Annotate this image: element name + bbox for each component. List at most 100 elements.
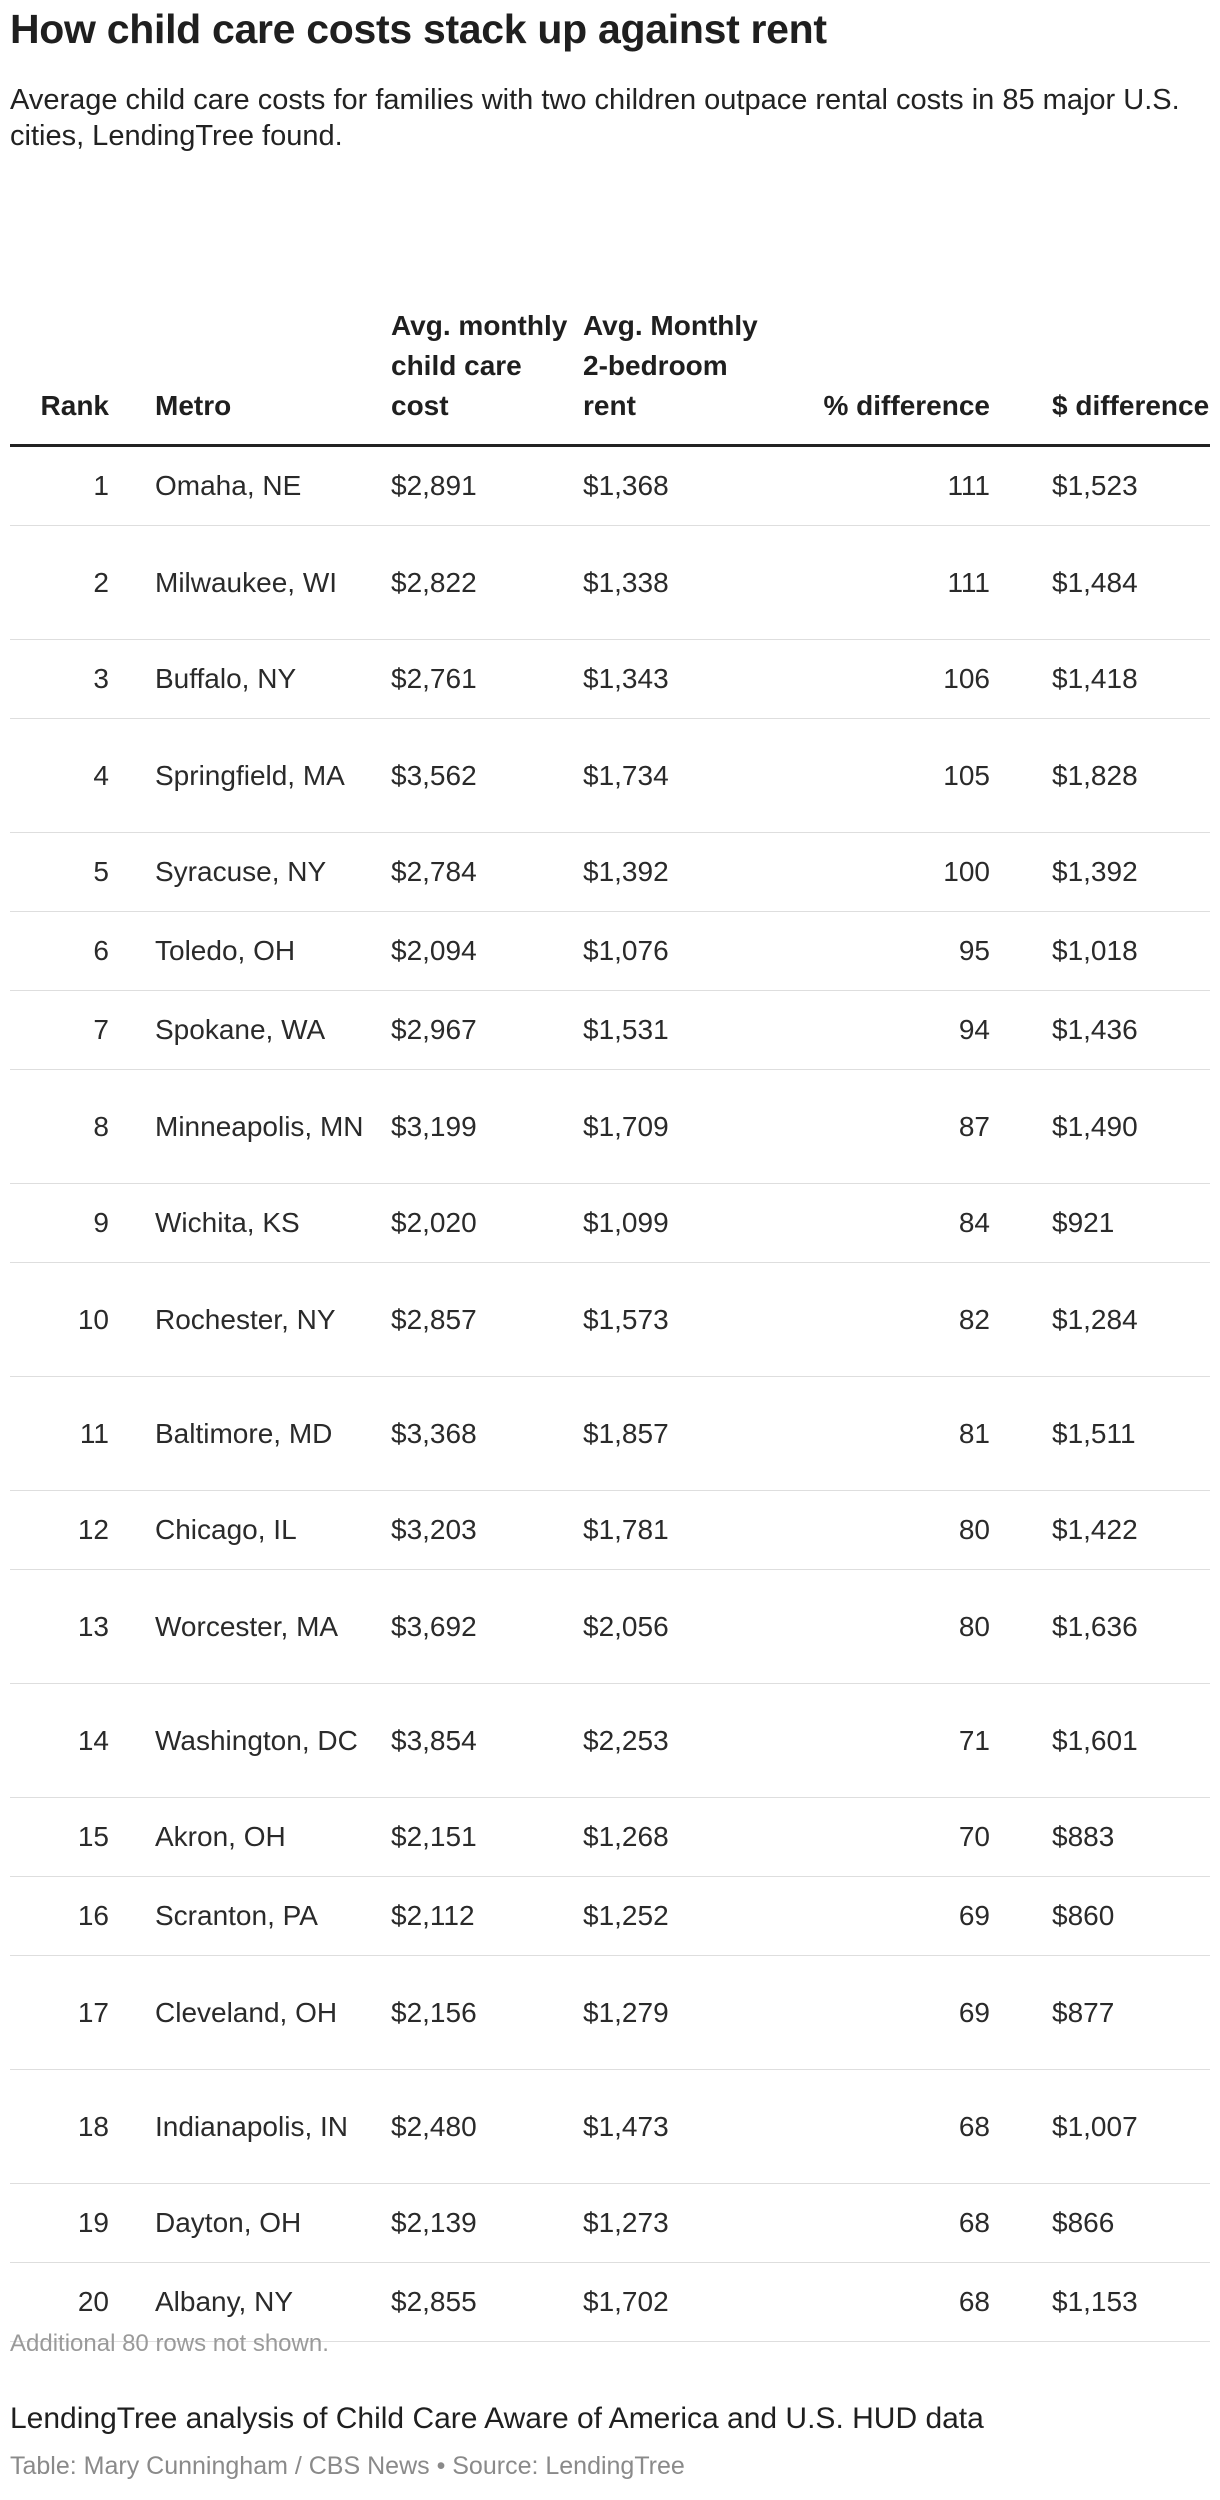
cell-child-care-cost: $2,784	[391, 832, 583, 912]
cell-child-care-cost: $3,368	[391, 1376, 583, 1491]
cell-rank: 4	[10, 718, 155, 833]
table-row: 20 Albany, NY $2,855 $1,702 68 $1,153	[10, 2262, 1210, 2342]
cell-metro: Albany, NY	[155, 2262, 391, 2342]
cell-child-care-cost: $3,692	[391, 1569, 583, 1684]
cell-metro: Scranton, PA	[155, 1876, 391, 1956]
table-body: 1 Omaha, NE $2,891 $1,368 111 $1,523 2 Milwauke…	[10, 445, 1210, 2342]
cell-rank: 12	[10, 1490, 155, 1570]
cell-rent: $2,056	[583, 1569, 775, 1684]
cell-metro: Springfield, MA	[155, 718, 391, 833]
cell-usd-difference: $1,392	[1002, 832, 1210, 912]
cell-child-care-cost: $2,094	[391, 911, 583, 991]
cell-rent: $1,781	[583, 1490, 775, 1570]
cell-rent: $1,273	[583, 2183, 775, 2263]
column-header-pct-difference: % difference	[775, 200, 1002, 447]
cell-rent: $1,343	[583, 639, 775, 719]
cell-pct-difference: 69	[775, 1876, 1002, 1956]
table-row: 12 Chicago, IL $3,203 $1,781 80 $1,422	[10, 1490, 1210, 1570]
cell-usd-difference: $921	[1002, 1183, 1210, 1263]
cell-metro: Baltimore, MD	[155, 1376, 391, 1491]
data-table: Rank Metro Avg. monthly child care cost …	[10, 200, 1210, 2342]
cell-child-care-cost: $2,139	[391, 2183, 583, 2263]
cell-usd-difference: $866	[1002, 2183, 1210, 2263]
column-header-usd-difference: $ difference	[1002, 200, 1210, 447]
cell-rank: 13	[10, 1569, 155, 1684]
cell-metro: Indianapolis, IN	[155, 2069, 391, 2184]
cell-rank: 11	[10, 1376, 155, 1491]
chart-subtitle: Average child care costs for families wi…	[10, 84, 1180, 152]
cell-metro: Akron, OH	[155, 1797, 391, 1877]
credit-line: Table: Mary Cunningham / CBS News • Sour…	[10, 2452, 685, 2480]
table-row: 13 Worcester, MA $3,692 $2,056 80 $1,636	[10, 1569, 1210, 1684]
table-row: 16 Scranton, PA $2,112 $1,252 69 $860	[10, 1876, 1210, 1956]
cell-rank: 7	[10, 990, 155, 1070]
table-row: 19 Dayton, OH $2,139 $1,273 68 $866	[10, 2183, 1210, 2263]
cell-pct-difference: 69	[775, 1955, 1002, 2070]
table-row: 18 Indianapolis, IN $2,480 $1,473 68 $1,007	[10, 2069, 1210, 2184]
cell-metro: Dayton, OH	[155, 2183, 391, 2263]
cell-pct-difference: 84	[775, 1183, 1002, 1263]
cell-pct-difference: 70	[775, 1797, 1002, 1877]
cell-metro: Minneapolis, MN	[155, 1069, 391, 1184]
table-row: 4 Springfield, MA $3,562 $1,734 105 $1,828	[10, 718, 1210, 833]
cell-rent: $1,338	[583, 525, 775, 640]
cell-usd-difference: $1,418	[1002, 639, 1210, 719]
column-header-metro: Metro	[155, 200, 391, 447]
cell-usd-difference: $1,601	[1002, 1683, 1210, 1798]
cell-rent: $1,268	[583, 1797, 775, 1877]
cell-usd-difference: $877	[1002, 1955, 1210, 2070]
cell-usd-difference: $1,484	[1002, 525, 1210, 640]
cell-usd-difference: $1,490	[1002, 1069, 1210, 1184]
table-row: 15 Akron, OH $2,151 $1,268 70 $883	[10, 1797, 1210, 1877]
cell-rent: $1,099	[583, 1183, 775, 1263]
cell-rank: 2	[10, 525, 155, 640]
cell-pct-difference: 71	[775, 1683, 1002, 1798]
cell-pct-difference: 81	[775, 1376, 1002, 1491]
table-row: 1 Omaha, NE $2,891 $1,368 111 $1,523	[10, 445, 1210, 526]
cell-pct-difference: 95	[775, 911, 1002, 991]
cell-pct-difference: 94	[775, 990, 1002, 1070]
cell-child-care-cost: $2,855	[391, 2262, 583, 2342]
cell-pct-difference: 68	[775, 2069, 1002, 2184]
table-row: 3 Buffalo, NY $2,761 $1,343 106 $1,418	[10, 639, 1210, 719]
cell-metro: Toledo, OH	[155, 911, 391, 991]
cell-rank: 14	[10, 1683, 155, 1798]
table-row: 11 Baltimore, MD $3,368 $1,857 81 $1,511	[10, 1376, 1210, 1491]
table-row: 5 Syracuse, NY $2,784 $1,392 100 $1,392	[10, 832, 1210, 912]
cell-rent: $1,857	[583, 1376, 775, 1491]
cell-rank: 8	[10, 1069, 155, 1184]
cell-usd-difference: $1,828	[1002, 718, 1210, 833]
cell-usd-difference: $1,523	[1002, 445, 1210, 526]
cell-rent: $1,709	[583, 1069, 775, 1184]
source-note: LendingTree analysis of Child Care Aware…	[10, 2402, 984, 2435]
chart-title: How child care costs stack up against re…	[10, 6, 827, 52]
cell-metro: Spokane, WA	[155, 990, 391, 1070]
cell-rank: 20	[10, 2262, 155, 2342]
cell-pct-difference: 111	[775, 525, 1002, 640]
table-row: 8 Minneapolis, MN $3,199 $1,709 87 $1,490	[10, 1069, 1210, 1184]
cell-pct-difference: 105	[775, 718, 1002, 833]
cell-child-care-cost: $2,967	[391, 990, 583, 1070]
cell-rent: $1,573	[583, 1262, 775, 1377]
table-row: 7 Spokane, WA $2,967 $1,531 94 $1,436	[10, 990, 1210, 1070]
cell-child-care-cost: $2,112	[391, 1876, 583, 1956]
cell-pct-difference: 68	[775, 2183, 1002, 2263]
cell-metro: Buffalo, NY	[155, 639, 391, 719]
cell-pct-difference: 100	[775, 832, 1002, 912]
cell-pct-difference: 68	[775, 2262, 1002, 2342]
cell-pct-difference: 80	[775, 1490, 1002, 1570]
cell-usd-difference: $1,422	[1002, 1490, 1210, 1570]
cell-child-care-cost: $2,480	[391, 2069, 583, 2184]
cell-rent: $1,473	[583, 2069, 775, 2184]
cell-rank: 6	[10, 911, 155, 991]
cell-rank: 1	[10, 445, 155, 526]
cell-rent: $1,076	[583, 911, 775, 991]
header-row: Rank Metro Avg. monthly child care cost …	[10, 200, 1210, 447]
table-row: 9 Wichita, KS $2,020 $1,099 84 $921	[10, 1183, 1210, 1263]
cell-usd-difference: $1,636	[1002, 1569, 1210, 1684]
table-row: 10 Rochester, NY $2,857 $1,573 82 $1,284	[10, 1262, 1210, 1377]
cell-child-care-cost: $2,761	[391, 639, 583, 719]
table-row: 6 Toledo, OH $2,094 $1,076 95 $1,018	[10, 911, 1210, 991]
cell-metro: Omaha, NE	[155, 445, 391, 526]
cell-usd-difference: $860	[1002, 1876, 1210, 1956]
